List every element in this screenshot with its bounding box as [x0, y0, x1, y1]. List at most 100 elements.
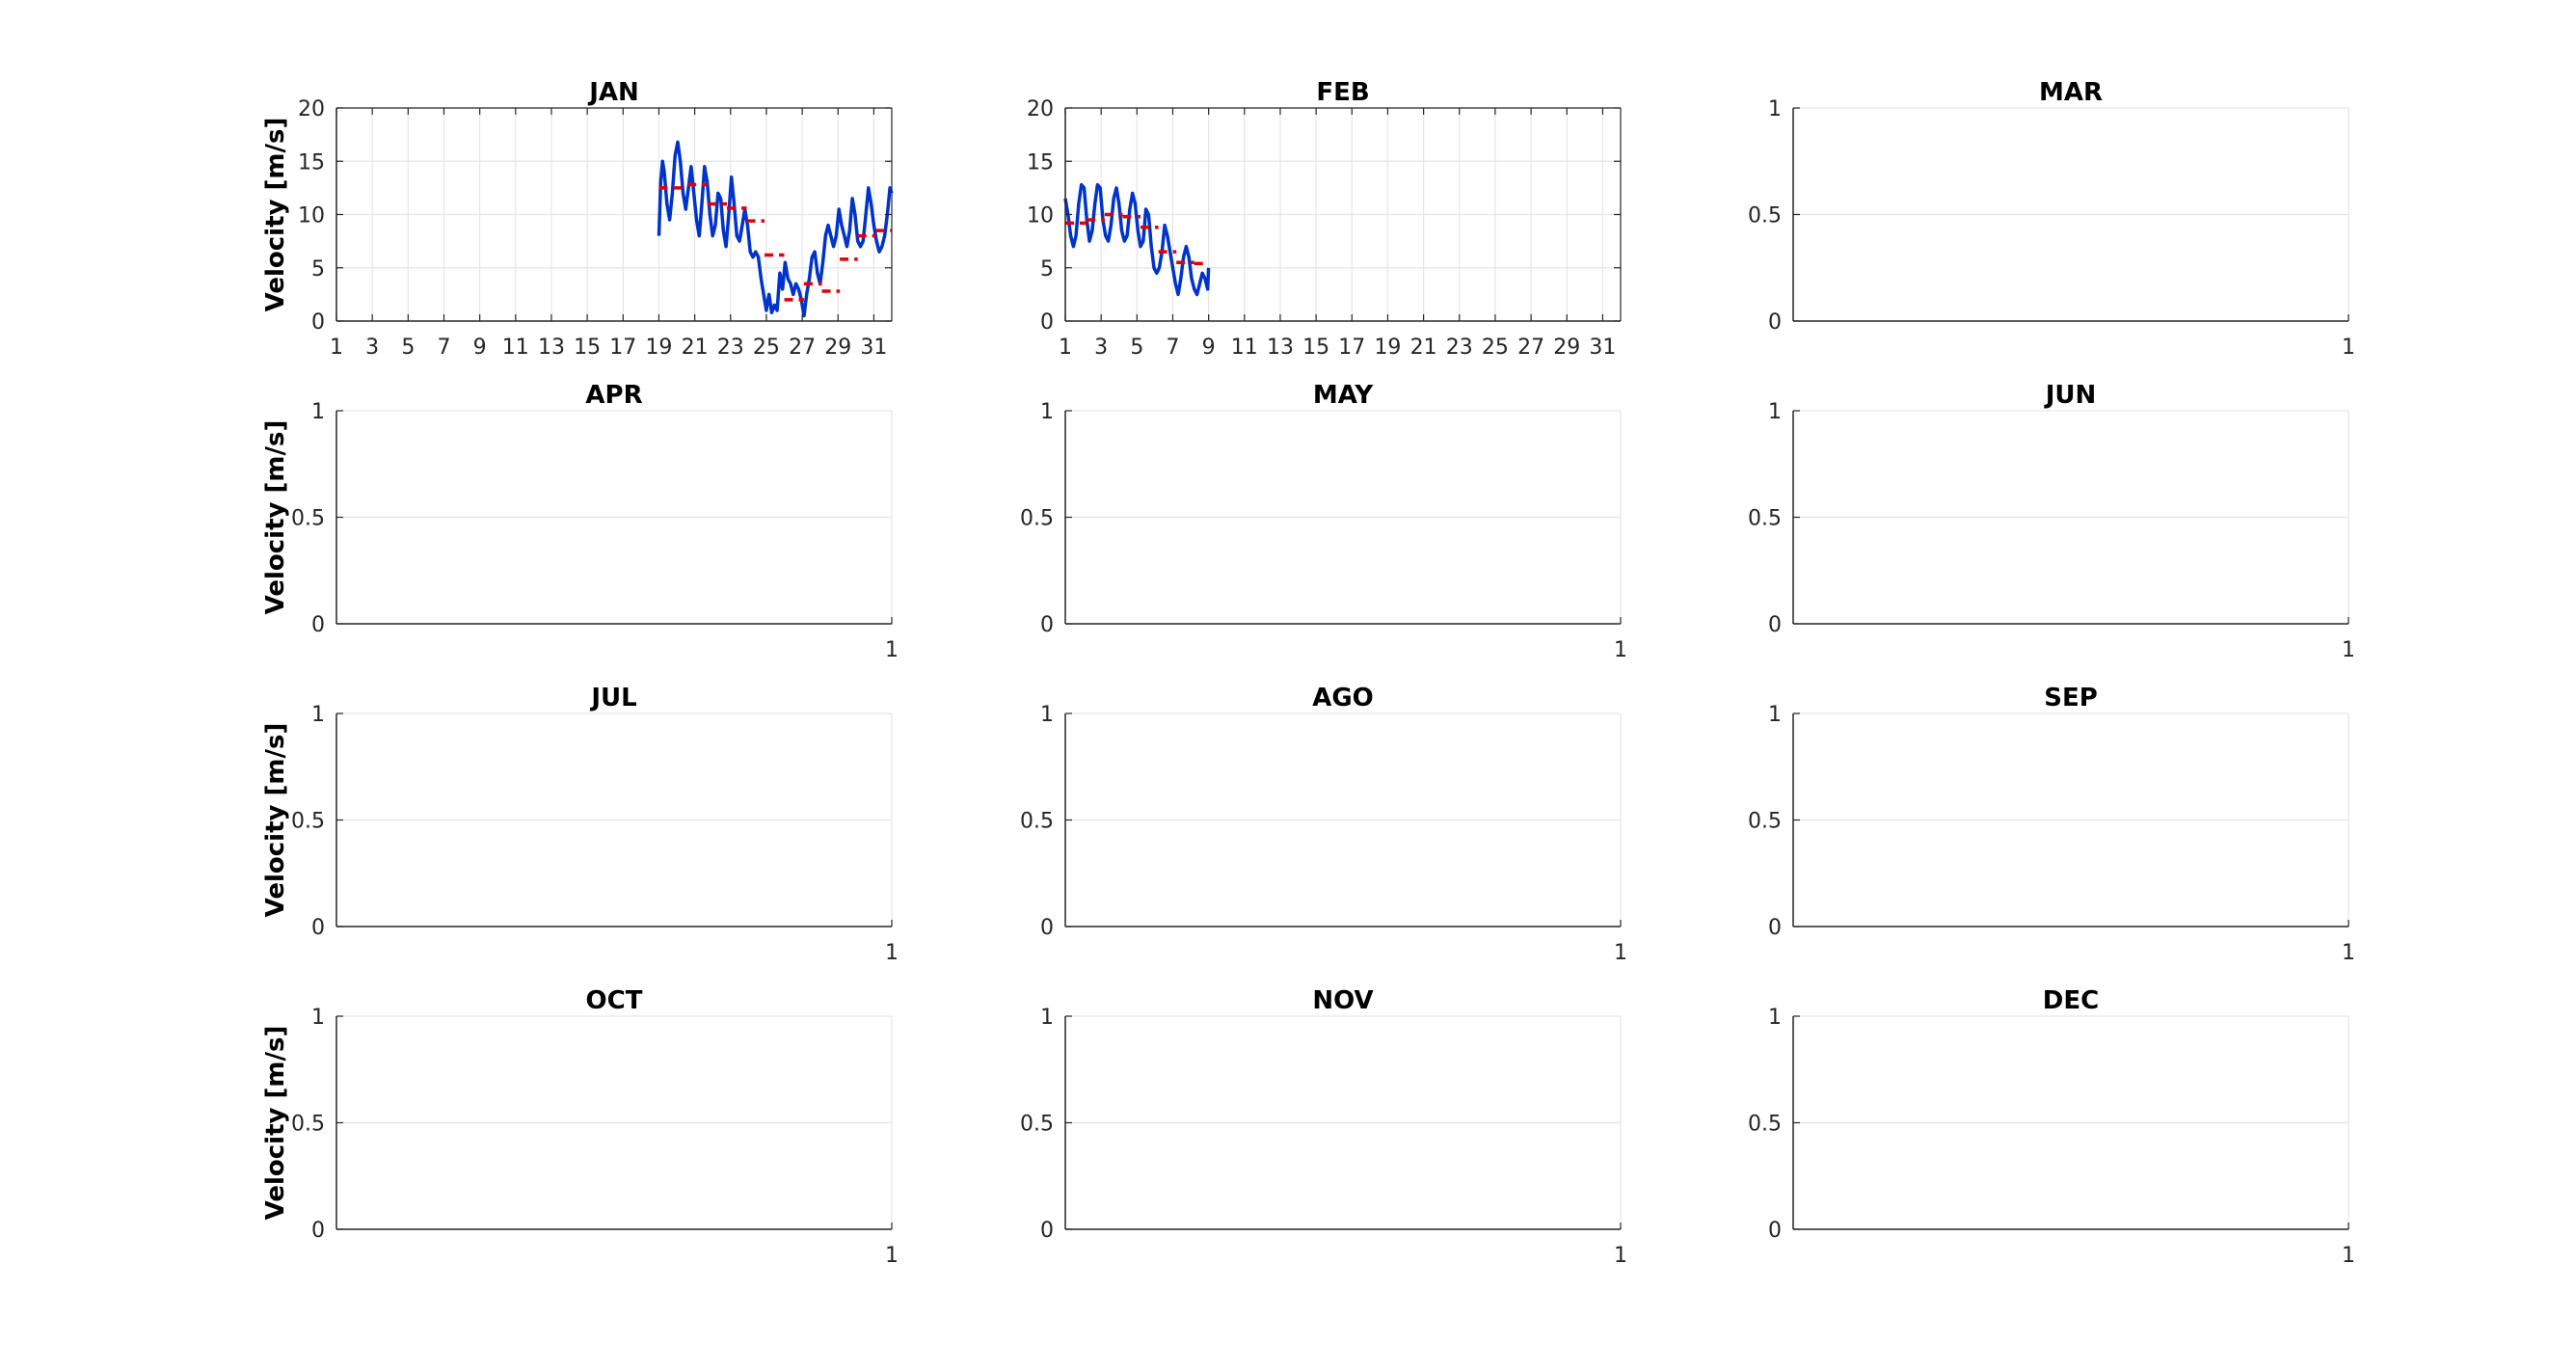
y-tick-label: 1	[311, 703, 325, 727]
x-tick-label: 23	[1446, 336, 1473, 360]
x-tick-label: 9	[473, 336, 487, 360]
subplot-title: SEP	[2044, 684, 2098, 712]
velocity-line	[1063, 182, 1211, 297]
x-tick-label: 1	[2342, 638, 2355, 662]
x-tick-label: 21	[682, 336, 709, 360]
y-tick-label: 0.5	[291, 507, 325, 531]
subplot-title: JUN	[2044, 381, 2097, 410]
y-tick-label: 0.5	[291, 1113, 325, 1137]
y-tick-label: 0.5	[1748, 507, 1782, 531]
subplot-title: MAY	[1313, 381, 1375, 410]
x-tick-label: 1	[2342, 941, 2355, 965]
y-tick-label: 0	[311, 916, 325, 940]
x-tick-label: 29	[1553, 336, 1580, 360]
x-tick-label: 3	[365, 336, 379, 360]
y-tick-label: 1	[1768, 1006, 1782, 1030]
x-tick-label: 15	[1302, 336, 1329, 360]
y-tick-label: 20	[1027, 97, 1054, 121]
x-tick-label: 1	[1614, 1244, 1627, 1268]
x-tick-label: 1	[885, 941, 899, 965]
x-tick-label: 7	[437, 336, 450, 360]
subplot-dec: 1 0 0.5 1 DEC	[1748, 986, 2355, 1268]
y-tick-label: 20	[298, 97, 325, 121]
y-tick-label: 10	[1027, 204, 1054, 228]
subplot-title: OCT	[586, 986, 643, 1015]
subplot-sep: 1 0 0.5 1 SEP	[1748, 684, 2355, 965]
y-tick-label: 1	[1768, 97, 1782, 121]
y-tick-label: 0.5	[1020, 810, 1054, 834]
subplot-title: APR	[585, 381, 642, 410]
y-tick-label: 0	[1768, 613, 1782, 637]
y-tick-label: 1	[311, 1006, 325, 1030]
velocity-line	[657, 140, 894, 318]
y-tick-label: 0	[1768, 916, 1782, 940]
subplot-jul: 1 0 0.5 1 JUL Velocity [m/s]	[261, 684, 899, 965]
y-tick-label: 0.5	[1748, 810, 1782, 834]
x-tick-label: 1	[1614, 638, 1627, 662]
x-tick-label: 17	[1338, 336, 1365, 360]
x-tick-label: 23	[717, 336, 744, 360]
subplot-jun: 1 0 0.5 1 JUN	[1748, 381, 2355, 662]
y-tick-label: 15	[1027, 150, 1054, 175]
subplot-may: 1 0 0.5 1 MAY	[1020, 381, 1627, 662]
x-tick-label: 13	[1267, 336, 1294, 360]
subplot-mar: 1 0 0.5 1 MAR	[1748, 78, 2355, 360]
subplot-title: FEB	[1316, 78, 1369, 107]
y-tick-label: 0	[1768, 310, 1782, 335]
subplot-title: DEC	[2043, 986, 2099, 1015]
x-tick-label: 17	[609, 336, 636, 360]
subplot-oct: 1 0 0.5 1 OCT Velocity [m/s]	[261, 986, 899, 1268]
y-tick-label: 5	[311, 257, 325, 282]
subplot-title: JUL	[589, 684, 636, 712]
y-tick-label: 0	[1040, 613, 1054, 637]
subplot-title: NOV	[1312, 986, 1373, 1015]
y-tick-label: 0	[311, 613, 325, 637]
y-tick-label: 0	[1768, 1219, 1782, 1243]
x-tick-label: 1	[330, 336, 343, 360]
y-tick-label: 0.5	[291, 810, 325, 834]
y-tick-label: 0.5	[1748, 1113, 1782, 1137]
x-tick-label: 3	[1094, 336, 1108, 360]
x-tick-label: 1	[885, 1244, 899, 1268]
y-tick-label: 1	[311, 400, 325, 424]
x-tick-label: 13	[538, 336, 565, 360]
x-tick-label: 27	[1517, 336, 1544, 360]
x-tick-label: 19	[1374, 336, 1401, 360]
y-tick-label: 1	[1040, 400, 1054, 424]
y-tick-label: 0	[1040, 916, 1054, 940]
x-tick-label: 11	[502, 336, 529, 360]
y-axis-label: Velocity [m/s]	[261, 420, 290, 615]
x-tick-label: 11	[1231, 336, 1258, 360]
x-tick-label: 1	[885, 638, 899, 662]
y-tick-label: 1	[1768, 400, 1782, 424]
subplot-nov: 1 0 0.5 1 NOV	[1020, 986, 1627, 1268]
y-tick-label: 0.5	[1748, 204, 1782, 228]
subplot-apr: 1 0 0.5 1 APR Velocity [m/s]	[261, 381, 899, 662]
x-tick-label: 25	[753, 336, 780, 360]
subplot-title: AGO	[1312, 684, 1374, 712]
x-tick-label: 31	[1589, 336, 1616, 360]
y-tick-label: 1	[1040, 703, 1054, 727]
y-tick-label: 0	[311, 1219, 325, 1243]
x-tick-label: 27	[789, 336, 816, 360]
x-tick-label: 31	[860, 336, 887, 360]
x-tick-label: 29	[824, 336, 851, 360]
y-tick-label: 10	[298, 204, 325, 228]
x-tick-label: 1	[2342, 336, 2355, 360]
y-tick-label: 0	[1040, 1219, 1054, 1243]
y-tick-label: 1	[1768, 703, 1782, 727]
x-tick-label: 5	[401, 336, 415, 360]
x-tick-label: 9	[1202, 336, 1216, 360]
x-tick-label: 1	[1059, 336, 1072, 360]
subplot-ago: 1 0 0.5 1 AGO	[1020, 684, 1627, 965]
subplot-title: MAR	[2039, 78, 2103, 107]
y-axis-label: Velocity [m/s]	[261, 1026, 290, 1221]
x-tick-label: 5	[1130, 336, 1143, 360]
y-tick-label: 0	[1040, 310, 1054, 335]
x-tick-label: 1	[2342, 1244, 2355, 1268]
y-tick-label: 0	[311, 310, 325, 335]
x-tick-label: 25	[1482, 336, 1509, 360]
x-tick-label: 15	[574, 336, 601, 360]
y-tick-label: 0.5	[1020, 1113, 1054, 1137]
